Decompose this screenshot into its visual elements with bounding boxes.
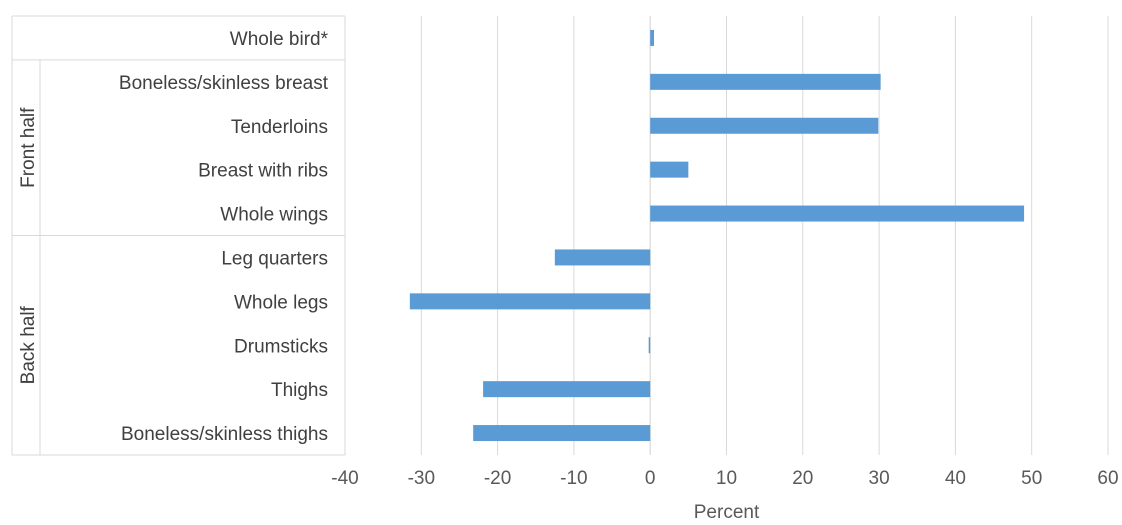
x-tick-label: -30 <box>408 468 435 489</box>
x-tick-label: 30 <box>869 468 890 489</box>
bar-whole-wings <box>650 205 1025 222</box>
x-tick-label: 50 <box>1021 468 1042 489</box>
category-label: Whole legs <box>234 292 328 313</box>
category-label: Whole wings <box>220 205 328 226</box>
category-label: Breast with ribs <box>198 161 328 182</box>
bar-boneless-skinless-breast <box>650 73 881 90</box>
bar-series <box>409 29 1025 442</box>
group-label: Back half <box>18 305 39 384</box>
bar-thighs <box>483 381 651 398</box>
category-labels: Whole bird* Boneless/skinless breast Tende… <box>119 29 329 445</box>
group-label: Front half <box>18 107 39 188</box>
category-label: Boneless/skinless breast <box>119 73 329 94</box>
bar-whole-legs <box>409 293 651 310</box>
x-tick-label: 10 <box>716 468 737 489</box>
group-labels: Front half Back half <box>18 107 39 384</box>
bar-boneless-skinless-thighs <box>473 425 651 442</box>
category-label: Whole bird* <box>230 29 329 50</box>
category-label: Tenderloins <box>231 117 328 138</box>
x-tick-label: -20 <box>484 468 511 489</box>
category-label: Drumsticks <box>234 336 328 357</box>
bar-breast-with-ribs <box>650 161 689 178</box>
x-tick-label: 60 <box>1097 468 1118 489</box>
x-tick-labels: -40 -30 -20 -10 0 10 20 30 40 50 60 <box>331 468 1118 489</box>
bar-tenderloins <box>650 117 879 134</box>
bar-whole-bird <box>650 29 655 46</box>
x-axis-title: Percent <box>694 502 760 523</box>
x-tick-label: -40 <box>331 468 358 489</box>
x-tick-label: 40 <box>945 468 966 489</box>
x-tick-label: 0 <box>645 468 656 489</box>
category-axis-frame <box>11 15 346 456</box>
category-label: Leg quarters <box>221 248 328 269</box>
bar-drumsticks <box>648 337 651 354</box>
bar-leg-quarters <box>554 249 651 266</box>
category-label: Thighs <box>271 380 328 401</box>
x-tick-label: -10 <box>560 468 587 489</box>
x-tick-label: 20 <box>792 468 813 489</box>
category-label: Boneless/skinless thighs <box>121 424 328 445</box>
